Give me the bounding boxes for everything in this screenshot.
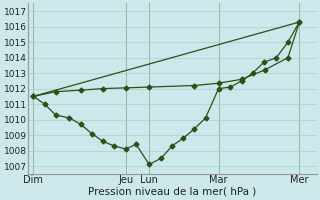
X-axis label: Pression niveau de la mer( hPa ): Pression niveau de la mer( hPa ) [88, 187, 256, 197]
